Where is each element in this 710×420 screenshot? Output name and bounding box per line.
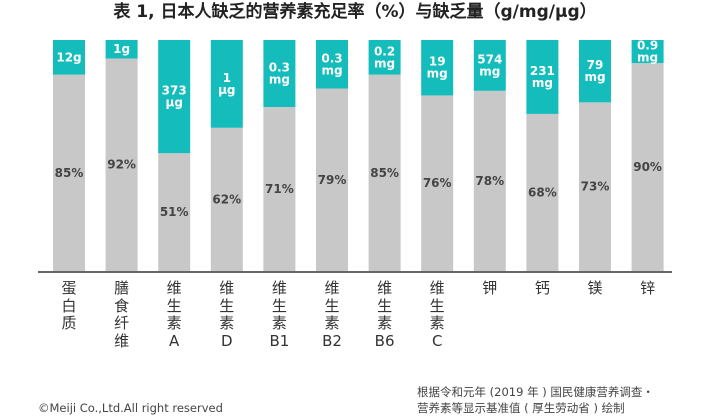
bar-shortfall-9 [526, 40, 559, 114]
label-shortfall-6: 0.2 mg [374, 44, 395, 70]
category-label-10: 镁 [587, 279, 603, 297]
bar-sufficiency-8 [473, 90, 506, 271]
label-sufficiency-7: 76% [423, 176, 452, 190]
bar-shortfall-2 [158, 40, 191, 154]
label-sufficiency-10: 73% [581, 180, 610, 194]
label-shortfall-8: 574 mg [477, 52, 502, 78]
bar-shortfall-11 [631, 40, 664, 64]
label-sufficiency-5: 79% [318, 173, 347, 187]
label-sufficiency-1: 92% [107, 158, 136, 172]
category-label-6: 维 生 素 B6 [374, 279, 395, 350]
category-label-7: 维 生 素 C [429, 279, 445, 350]
bar-sufficiency-2 [158, 153, 191, 271]
source-note-line-1: 根据令和元年 (2019 年 ) 国民健康营养调查・ [417, 385, 654, 399]
label-sufficiency-8: 78% [475, 174, 504, 188]
label-sufficiency-4: 71% [265, 182, 294, 196]
label-shortfall-5: 0.3 mg [321, 51, 342, 77]
category-label-11: 锌 [640, 279, 656, 297]
category-label-3: 维 生 素 D [219, 279, 235, 350]
label-sufficiency-9: 68% [528, 185, 557, 199]
bar-sufficiency-4 [263, 106, 296, 272]
label-shortfall-2: 373 μg [162, 84, 187, 110]
category-label-0: 蛋 白 质 [61, 279, 77, 332]
bar-shortfall-1 [105, 40, 138, 59]
bar-sufficiency-1 [105, 58, 138, 272]
bar-sufficiency-10 [579, 102, 611, 272]
label-sufficiency-2: 51% [160, 205, 189, 219]
label-shortfall-3: 1 μg [218, 71, 235, 97]
category-label-4: 维 生 素 B1 [269, 279, 290, 350]
bar-shortfall-4 [263, 40, 296, 107]
label-shortfall-4: 0.3 mg [269, 60, 290, 86]
category-label-2: 维 生 素 A [166, 279, 182, 350]
label-sufficiency-6: 85% [370, 166, 399, 180]
label-shortfall-9: 231 mg [530, 64, 555, 90]
chart-title: 表 1, 日本人缺乏的营养素充足率（%）与缺乏量（g/mg/μg） [113, 2, 597, 22]
label-sufficiency-11: 90% [633, 160, 662, 174]
bar-sufficiency-5 [316, 88, 348, 271]
bar-sufficiency-11 [631, 63, 664, 271]
label-shortfall-11: 0.9 mg [637, 39, 658, 65]
category-label-8: 钾 [482, 279, 498, 297]
source-note-line-2: 营养素等显示基准值 ( 厚生劳动省 ) 绘制 [417, 401, 625, 415]
category-label-9: 钙 [534, 279, 550, 297]
bar-sufficiency-0 [53, 74, 85, 272]
category-label-1: 膳 食 纤 维 [114, 279, 130, 350]
bar-shortfall-7 [421, 40, 454, 96]
bar-shortfall-5 [316, 40, 348, 89]
bar-sufficiency-3 [210, 127, 243, 271]
label-sufficiency-3: 62% [212, 192, 241, 206]
label-shortfall-10: 79 mg [584, 58, 605, 84]
label-sufficiency-0: 85% [55, 166, 84, 180]
label-shortfall-1: 1g [113, 42, 130, 56]
bar-shortfall-0 [53, 40, 85, 75]
bar-shortfall-8 [473, 40, 506, 91]
bar-sufficiency-6 [368, 74, 401, 272]
bar-sufficiency-9 [526, 113, 559, 271]
bar-shortfall-10 [579, 40, 611, 103]
category-label-5: 维 生 素 B2 [322, 279, 342, 350]
bar-shortfall-3 [210, 40, 243, 128]
bar-sufficiency-7 [421, 95, 454, 271]
label-shortfall-7: 19 mg [427, 55, 448, 81]
label-shortfall-0: 12g [56, 50, 81, 64]
bar-shortfall-6 [368, 40, 401, 75]
copyright-notice: ©Meiji Co.,Ltd.All right reserved [38, 401, 223, 415]
